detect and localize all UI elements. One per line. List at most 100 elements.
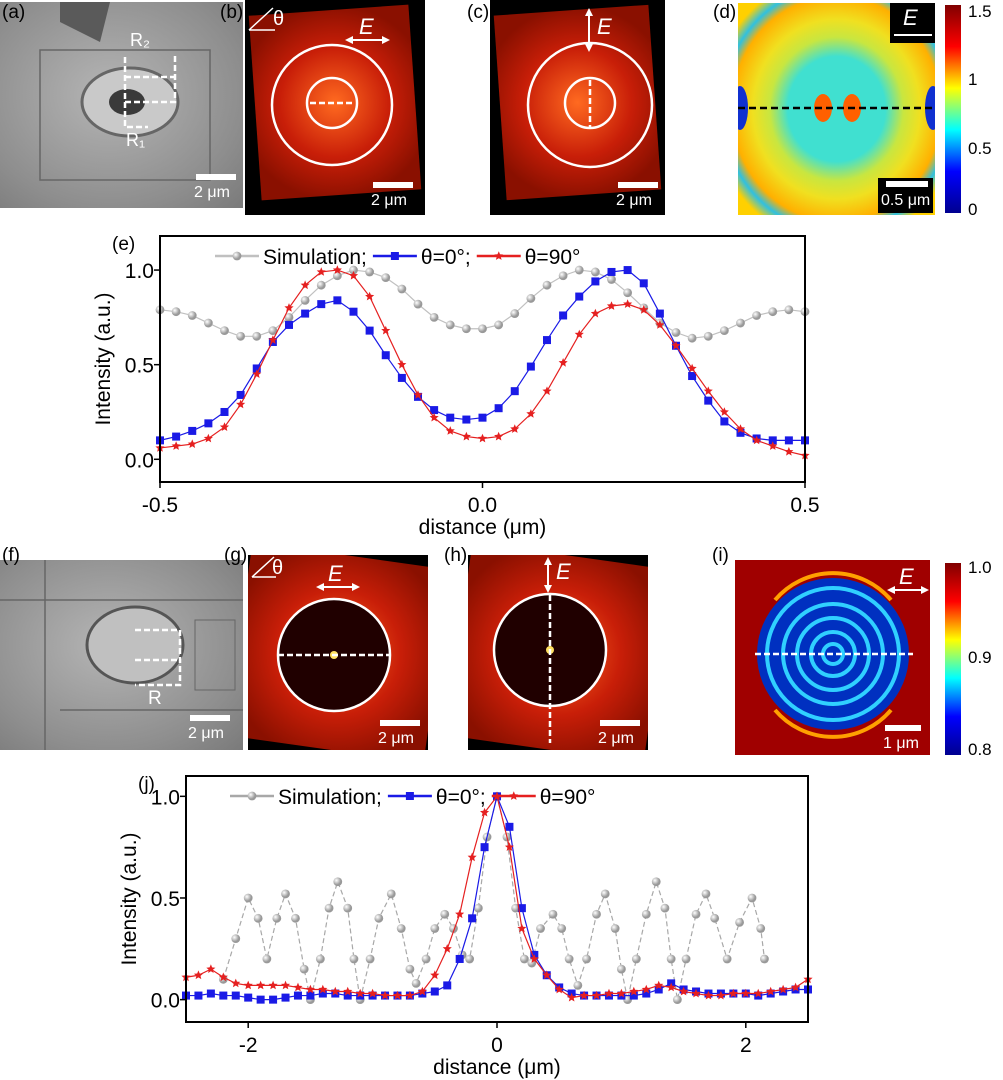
data-point-sphere bbox=[365, 954, 375, 964]
data-point-sphere bbox=[519, 954, 529, 964]
x-axis-label: distance (μm) bbox=[433, 1056, 561, 1079]
data-point-sphere bbox=[691, 909, 701, 919]
data-point-sphere bbox=[349, 265, 358, 275]
data-point-square bbox=[642, 989, 651, 998]
data-point-sphere bbox=[268, 326, 278, 336]
sem-image-f: R 2 μm bbox=[0, 560, 243, 750]
data-point-square bbox=[688, 372, 697, 381]
legend-item: θ=90° bbox=[491, 786, 595, 809]
e-field-label: E bbox=[556, 559, 571, 584]
data-point-square bbox=[349, 307, 358, 316]
data-point-square bbox=[256, 995, 265, 1004]
data-point-square bbox=[655, 309, 664, 318]
data-point-star bbox=[477, 433, 488, 443]
data-point-star bbox=[348, 270, 359, 280]
data-point-sphere bbox=[564, 954, 574, 964]
data-point-star bbox=[284, 303, 294, 312]
y-tick-label: 0.5 bbox=[151, 888, 180, 911]
fluorescence-image-c: E 2 μm bbox=[490, 0, 665, 215]
data-point-sphere bbox=[710, 913, 720, 923]
chart-e: -0.5 0.0 0.5 0.0 0.5 1.0 distance (μm) Intensit… bbox=[92, 234, 820, 539]
x-axis-label: distance (μm) bbox=[419, 516, 547, 539]
data-point-star bbox=[509, 791, 519, 800]
colorbar-tick: 0.9 bbox=[968, 648, 992, 667]
y-tick-label: 1.0 bbox=[125, 260, 154, 283]
data-point-square bbox=[607, 267, 616, 276]
series-2 bbox=[181, 791, 813, 1002]
data-point-star bbox=[430, 970, 440, 980]
data-point-star bbox=[778, 984, 788, 994]
data-point-square bbox=[236, 390, 245, 399]
fluorescence-image-g: θ E 2 μm bbox=[248, 555, 428, 750]
data-point-star bbox=[504, 842, 514, 851]
legend-label: θ=90° bbox=[525, 246, 581, 269]
data-point-sphere bbox=[582, 954, 591, 964]
x-tick-label: 2 bbox=[740, 1034, 752, 1057]
data-point-star bbox=[719, 407, 729, 416]
data-point-star bbox=[397, 359, 407, 369]
theta-label: θ bbox=[273, 8, 285, 30]
data-point-sphere bbox=[747, 893, 757, 903]
scale-label: 2 μm bbox=[371, 192, 407, 209]
simulation-map-i: E 1 μm bbox=[735, 560, 930, 755]
colorbar-i bbox=[945, 563, 961, 755]
panel-label-g: (g) bbox=[224, 545, 248, 566]
legend-item: θ=90° bbox=[476, 246, 581, 269]
data-point-star bbox=[252, 369, 262, 378]
data-point-sphere bbox=[651, 877, 661, 887]
data-point-sphere bbox=[429, 312, 439, 322]
data-point-sphere bbox=[332, 271, 342, 281]
data-point-star bbox=[494, 431, 504, 441]
data-point-square bbox=[285, 320, 293, 329]
series-1 bbox=[182, 792, 812, 1004]
data-point-square bbox=[281, 993, 290, 1002]
data-point-star bbox=[679, 986, 689, 996]
data-point-sphere bbox=[281, 889, 290, 899]
data-point-square bbox=[462, 415, 471, 424]
panel-label-a: (a) bbox=[2, 2, 26, 23]
data-point-sphere bbox=[316, 280, 326, 290]
data-point-sphere bbox=[465, 954, 475, 964]
scale-label: 2 μm bbox=[378, 730, 414, 747]
data-point-square bbox=[784, 436, 793, 445]
x-tick-label: 0 bbox=[491, 1034, 503, 1057]
data-point-square bbox=[455, 954, 464, 963]
data-point-sphere bbox=[343, 903, 353, 913]
fluorescence-image-h: E 2 μm bbox=[468, 555, 648, 750]
r-label: R bbox=[148, 688, 162, 709]
data-point-star bbox=[687, 363, 697, 373]
panel-label-c: (c) bbox=[467, 2, 490, 23]
scale-label: 2 μm bbox=[188, 725, 224, 742]
data-point-star bbox=[187, 439, 197, 448]
data-point-sphere bbox=[299, 964, 309, 974]
data-point-star bbox=[728, 988, 738, 998]
panel-label-d: (d) bbox=[713, 2, 737, 23]
data-point-star bbox=[691, 988, 701, 998]
data-point-sphere bbox=[374, 913, 384, 923]
data-point-square bbox=[430, 987, 439, 996]
data-point-square bbox=[204, 419, 213, 428]
data-point-star bbox=[592, 990, 602, 1000]
data-point-star bbox=[343, 986, 353, 996]
data-point-star bbox=[467, 852, 477, 862]
data-point-sphere bbox=[623, 288, 633, 298]
data-point-sphere bbox=[660, 903, 670, 913]
data-point-square bbox=[478, 413, 487, 422]
series-line bbox=[186, 794, 808, 1001]
data-point-square bbox=[559, 311, 568, 320]
data-point-sphere bbox=[590, 267, 600, 277]
data-point-square bbox=[194, 991, 203, 1000]
y-axis-label: Intensity (a.u.) bbox=[92, 292, 115, 425]
panel-label-h: (h) bbox=[444, 545, 468, 566]
data-point-star bbox=[784, 446, 794, 456]
data-point-star bbox=[666, 982, 676, 992]
r1-label: R₁ bbox=[126, 130, 146, 150]
data-point-square bbox=[405, 792, 414, 800]
data-point-sphere bbox=[494, 320, 504, 330]
data-point-star bbox=[567, 992, 577, 1002]
y-tick-label: 0.5 bbox=[125, 355, 154, 378]
data-point-sphere bbox=[701, 889, 711, 899]
data-point-star bbox=[417, 986, 427, 996]
data-point-star bbox=[429, 412, 439, 422]
data-point-sphere bbox=[510, 309, 520, 318]
